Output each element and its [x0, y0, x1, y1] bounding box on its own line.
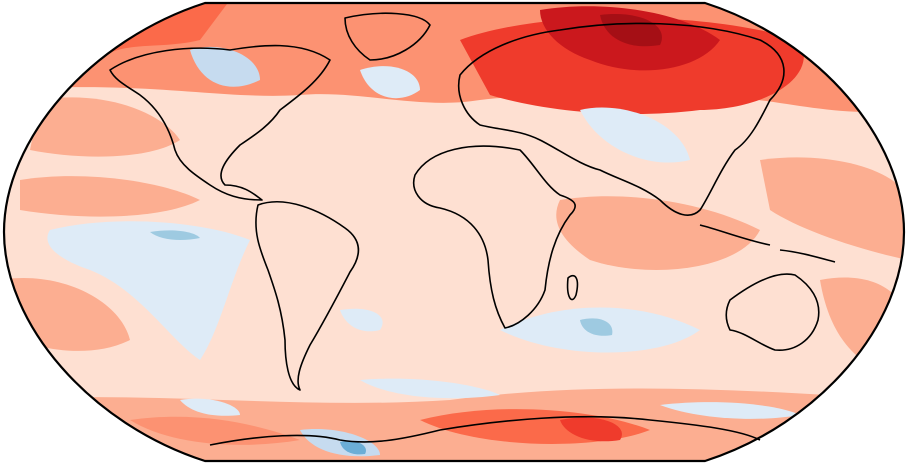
hot-core	[600, 14, 662, 47]
antarctica	[209, 415, 761, 446]
coastlines	[109, 12, 836, 446]
north-america	[109, 44, 331, 201]
cool-patch	[580, 107, 690, 163]
cool-patch	[47, 221, 251, 360]
cool-patch	[360, 378, 500, 399]
madagascar	[566, 274, 579, 301]
cool-patch	[180, 398, 240, 416]
warm-patch	[20, 176, 200, 217]
cool-patch	[340, 308, 383, 332]
warm-patch	[30, 97, 180, 157]
africa	[413, 145, 576, 329]
cool-patch	[190, 46, 260, 87]
warm-patch	[556, 196, 760, 270]
warm-patch	[760, 157, 904, 260]
australia	[725, 273, 820, 351]
greenland	[344, 12, 431, 61]
south-america	[255, 201, 360, 391]
indonesia	[699, 224, 836, 263]
cool-patch	[360, 66, 420, 99]
hot-patch	[560, 417, 622, 442]
cold-core	[580, 318, 613, 336]
eurasia	[458, 22, 785, 216]
cold-core	[150, 230, 200, 240]
cool-patch	[660, 402, 800, 419]
cold-core	[340, 440, 366, 455]
